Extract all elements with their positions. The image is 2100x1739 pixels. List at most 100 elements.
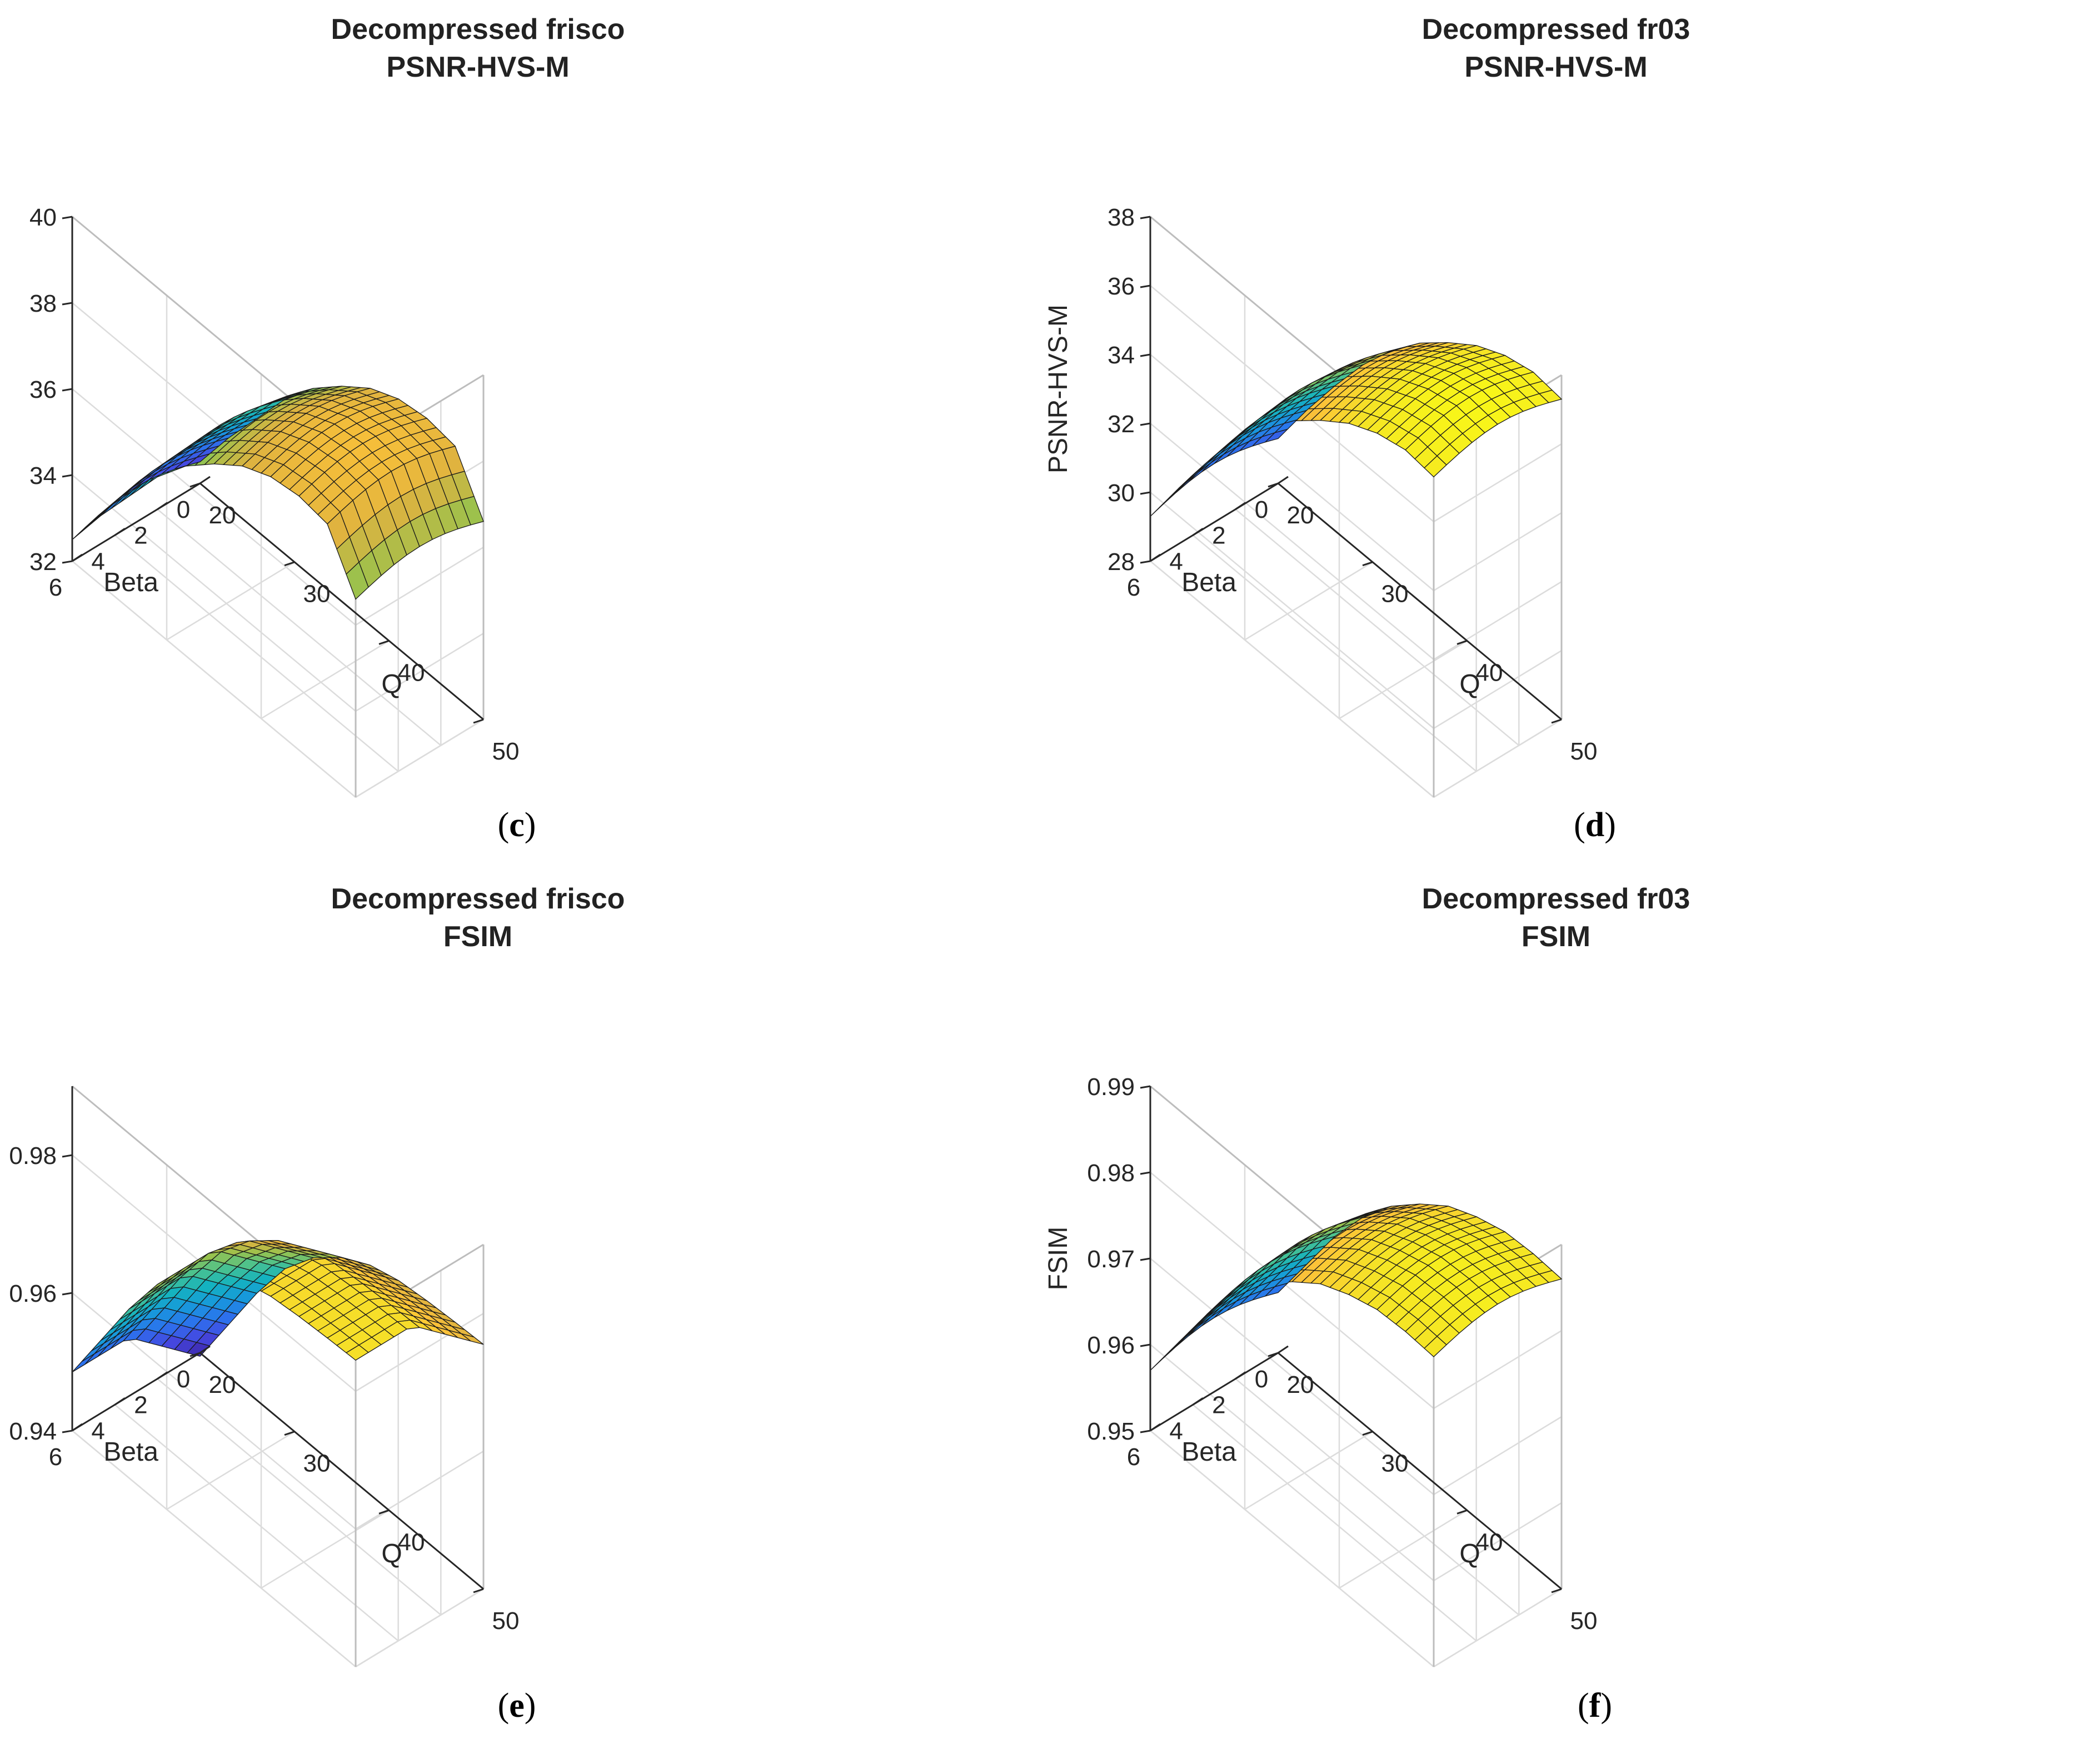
panel-caption-f: (f): [1578, 1687, 1612, 1725]
panel-label-e: e: [509, 1687, 525, 1725]
surface-facet: [72, 1353, 95, 1373]
panel-caption-d: (d): [1574, 806, 1616, 844]
z-tick-label: 0.95: [1087, 1418, 1135, 1445]
chart-panel-d: Decompressed fr03 PSNR-HVS-M 28 30 32 34 36 38 P…: [1044, 0, 2100, 856]
q-axis-label: Q: [381, 670, 402, 699]
beta-tick: [1192, 528, 1204, 536]
q-axis-label: Q: [1459, 1540, 1480, 1569]
beta-tick-label: 4: [91, 548, 104, 575]
beta-gridline: [157, 1378, 442, 1616]
q-tick-label: 40: [398, 659, 425, 686]
z-tick-label: 40: [29, 204, 57, 231]
beta-tick: [199, 476, 211, 484]
q-axis-line: [199, 1352, 484, 1590]
q-gridline: [261, 1510, 390, 1589]
q-gridline: [1244, 1431, 1373, 1510]
beta-axis-line: [72, 1352, 201, 1432]
surface: [1150, 1203, 1563, 1371]
beta-axis-line: [72, 482, 201, 562]
q-tick: [1268, 482, 1279, 488]
beta-tick: [72, 553, 83, 562]
q-tick-label: 50: [1570, 738, 1598, 765]
beta-gridline: [157, 508, 442, 746]
q-gridline: [261, 640, 390, 719]
beta-tick-label: 2: [1212, 522, 1225, 549]
z-gridline: [1433, 443, 1562, 523]
z-tick-label: 28: [1108, 548, 1135, 576]
z-tick-label: 0.98: [9, 1142, 57, 1170]
q-tick-label: 30: [303, 581, 331, 608]
z-tick: [62, 302, 73, 306]
surface-facet: [187, 453, 210, 466]
q-tick: [1362, 561, 1373, 567]
chart-title-line: Decompressed frisco: [331, 13, 625, 46]
z-tick: [1140, 1171, 1151, 1175]
z-tick-label: 38: [29, 290, 57, 317]
q-tick-label: 20: [1287, 1371, 1314, 1398]
chart-panel-e: Decompressed friscoFSIM0.940.960.98FSIM0…: [0, 870, 1045, 1725]
surface-facet: [1264, 1282, 1289, 1297]
q-gridline: [1244, 561, 1373, 641]
q-tick: [378, 1509, 390, 1515]
q-tick: [1456, 1509, 1468, 1515]
chart-title-line: PSNR-HVS-M: [1464, 51, 1647, 83]
q-gridline: [1433, 718, 1562, 798]
q-gridline: [355, 1588, 484, 1668]
q-tick: [189, 1352, 201, 1357]
beta-tick-label: 2: [134, 522, 147, 549]
beta-tick-label: 4: [91, 1417, 104, 1445]
chart-title-line: FSIM: [443, 921, 512, 953]
q-tick-label: 40: [398, 1528, 425, 1556]
z-tick: [62, 560, 73, 564]
z-axis-label: FSIM: [1044, 1227, 1073, 1291]
z-gridline: [355, 1450, 484, 1530]
z-tick: [1140, 353, 1151, 357]
q-tick-label: 20: [209, 1371, 236, 1398]
panel-label-d: d: [1585, 806, 1605, 844]
q-tick-label: 30: [303, 1450, 331, 1477]
q-tick-label: 20: [209, 502, 236, 529]
beta-gridline: [1192, 534, 1477, 772]
q-axis-line: [1278, 1352, 1562, 1590]
beta-tick-label: 6: [49, 574, 62, 601]
z-gridline: [1150, 423, 1434, 660]
beta-tick: [72, 1423, 83, 1432]
z-tick: [62, 1154, 73, 1158]
z-tick-label: 0.94: [9, 1418, 57, 1445]
beta-tick-label: 0: [1255, 1366, 1268, 1393]
beta-tick: [199, 1345, 211, 1354]
q-tick-label: 40: [1476, 1528, 1503, 1556]
q-tick-label: 40: [1476, 659, 1503, 686]
beta-tick-label: 2: [134, 1392, 147, 1419]
q-tick-label: 50: [1570, 1607, 1598, 1635]
z-tick: [1140, 491, 1151, 495]
z-gridline: [355, 632, 484, 712]
z-gridline: [1150, 354, 1434, 591]
beta-tick-label: 6: [49, 1443, 62, 1471]
z-tick: [1140, 1085, 1151, 1089]
z-gridline: [355, 546, 484, 626]
beta-tick-label: 0: [177, 496, 190, 523]
chart-panel-c: Decompressed friscoPSNR-HVS-M3234363840P…: [0, 0, 1045, 856]
surface-plot-c: Decompressed friscoPSNR-HVS-M3234363840P…: [29, 13, 625, 798]
z-gridline: [1433, 1416, 1562, 1496]
chart-panel-f: Decompressed fr03 FSIM 0.95 0.96 0.97 0.98 0.9…: [1044, 870, 2100, 1725]
beta-gridline: [1235, 508, 1520, 746]
beta-axis-label: Beta: [103, 568, 158, 597]
z-tick-label: 0.96: [1087, 1332, 1135, 1359]
q-gridline: [355, 718, 484, 798]
q-tick-label: 30: [1381, 581, 1409, 608]
beta-tick: [157, 1371, 168, 1380]
chart-title-line: Decompressed fr03: [1422, 13, 1690, 46]
q-tick: [473, 718, 484, 724]
z-tick: [62, 474, 73, 478]
beta-gridline: [114, 534, 399, 772]
z-tick-label: 36: [1108, 273, 1135, 300]
q-tick-label: 50: [492, 738, 520, 765]
axes-box: [1150, 1085, 1563, 1667]
z-tick: [1140, 422, 1151, 426]
beta-tick: [1278, 476, 1289, 484]
axes-box: [72, 1085, 485, 1667]
axes-grid: [71, 1086, 485, 1668]
q-tick: [473, 1588, 484, 1593]
